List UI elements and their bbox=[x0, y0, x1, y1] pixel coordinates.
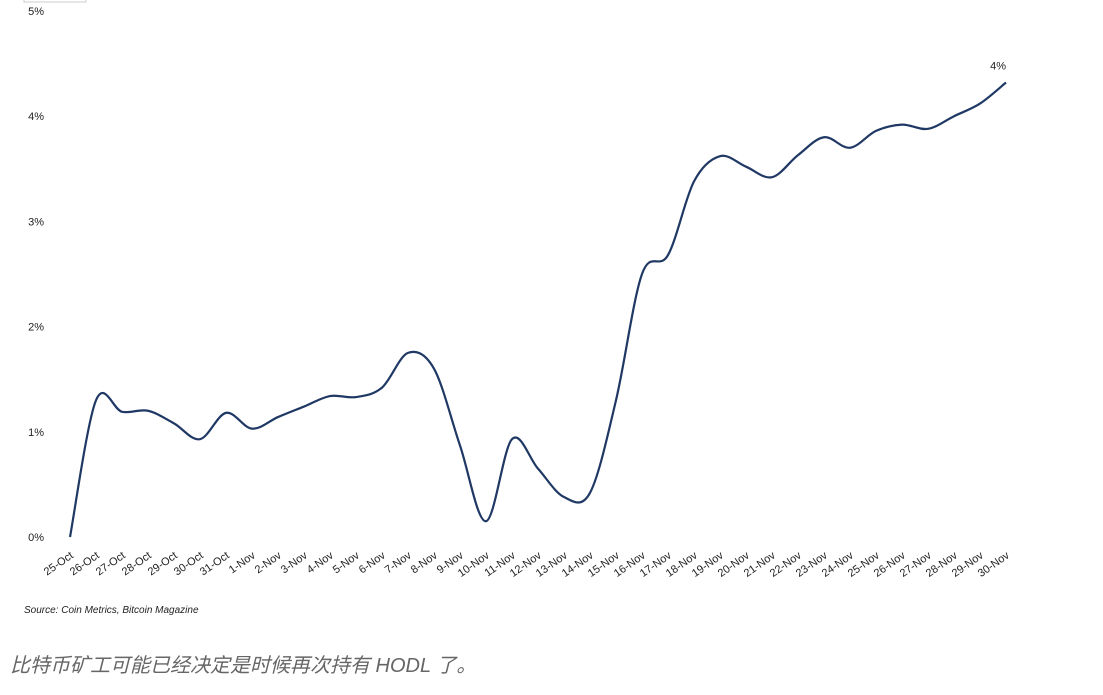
y-tick-label: 2% bbox=[28, 322, 44, 334]
data-label: 4% bbox=[990, 61, 1006, 73]
x-tick-label: 3-Nov bbox=[279, 549, 310, 576]
y-tick-label: 1% bbox=[28, 427, 44, 439]
legend-box bbox=[23, 0, 87, 3]
line bbox=[68, 81, 1007, 538]
x-tick-label: 7-Nov bbox=[383, 549, 414, 576]
y-tick-label: 0% bbox=[28, 532, 44, 544]
source-note: Source: Coin Metrics, Bitcoin Magazine bbox=[24, 605, 199, 616]
x-tick-label: 31-Oct bbox=[198, 550, 232, 579]
x-tick-label: 6-Nov bbox=[357, 549, 388, 576]
caption: 比特币矿工可能已经决定是时候再次持有 HODL 了。 bbox=[10, 655, 476, 677]
x-tick-label: 2-Nov bbox=[253, 549, 284, 576]
y-tick-label: 5% bbox=[28, 6, 44, 18]
x-tick-label: 4-Nov bbox=[305, 549, 336, 576]
x-tick-label: 5-Nov bbox=[331, 549, 362, 576]
y-tick-label: 3% bbox=[28, 216, 44, 228]
x-tick-label: 1-Nov bbox=[227, 549, 258, 576]
y-tick-label: 4% bbox=[28, 111, 44, 123]
x-tick-label: 8-Nov bbox=[409, 549, 440, 576]
